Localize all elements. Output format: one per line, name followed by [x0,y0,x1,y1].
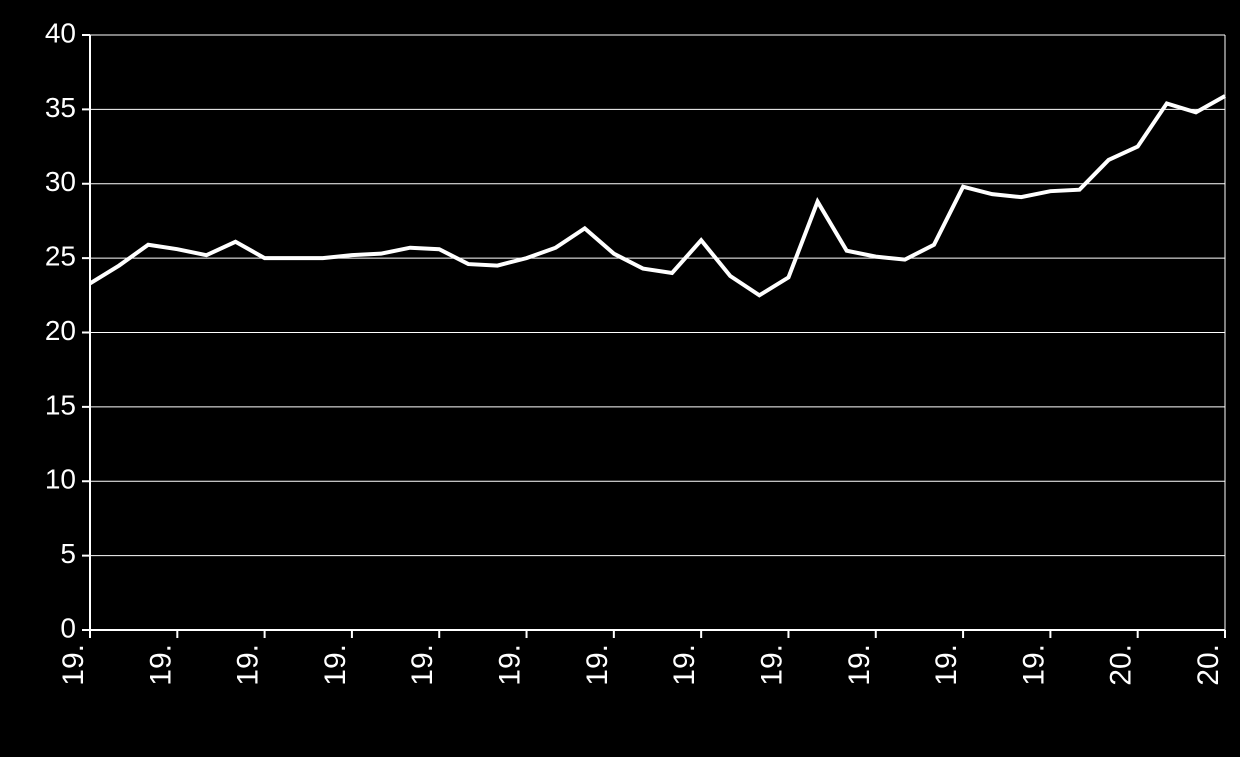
y-tick-label: 10 [45,464,76,495]
x-tick-label: 19. [406,644,439,686]
chart-svg: 0 5 10 15 20 25 30 35 40 19. 19. 19. 19. 19. 19. 19. 19.… [0,0,1240,757]
y-tick-label: 20 [45,315,76,346]
x-tick-label: 19. [668,644,701,686]
y-tick-label: 5 [60,538,76,569]
x-tick-label: 19. [755,644,788,686]
y-tick-label: 35 [45,92,76,123]
x-tick-label: 19. [319,644,352,686]
y-tick-label: 30 [45,166,76,197]
y-tick-label: 25 [45,241,76,272]
x-tick-label: 19. [232,644,265,686]
y-tick-label: 40 [45,17,76,48]
line-chart: 0 5 10 15 20 25 30 35 40 19. 19. 19. 19. 19. 19. 19. 19.… [0,0,1240,757]
x-tick-label: 19. [144,644,177,686]
x-tick-label: 19. [843,644,876,686]
x-tick-label: 19. [57,644,90,686]
x-tick-label: 20. [1192,644,1225,686]
x-tick-label: 19. [930,644,963,686]
y-tick-label: 15 [45,389,76,420]
x-tick-label: 19. [1017,644,1050,686]
y-tick-label: 0 [60,612,76,643]
x-tick-label: 20. [1105,644,1138,686]
x-tick-label: 19. [581,644,614,686]
x-tick-label: 19. [494,644,527,686]
